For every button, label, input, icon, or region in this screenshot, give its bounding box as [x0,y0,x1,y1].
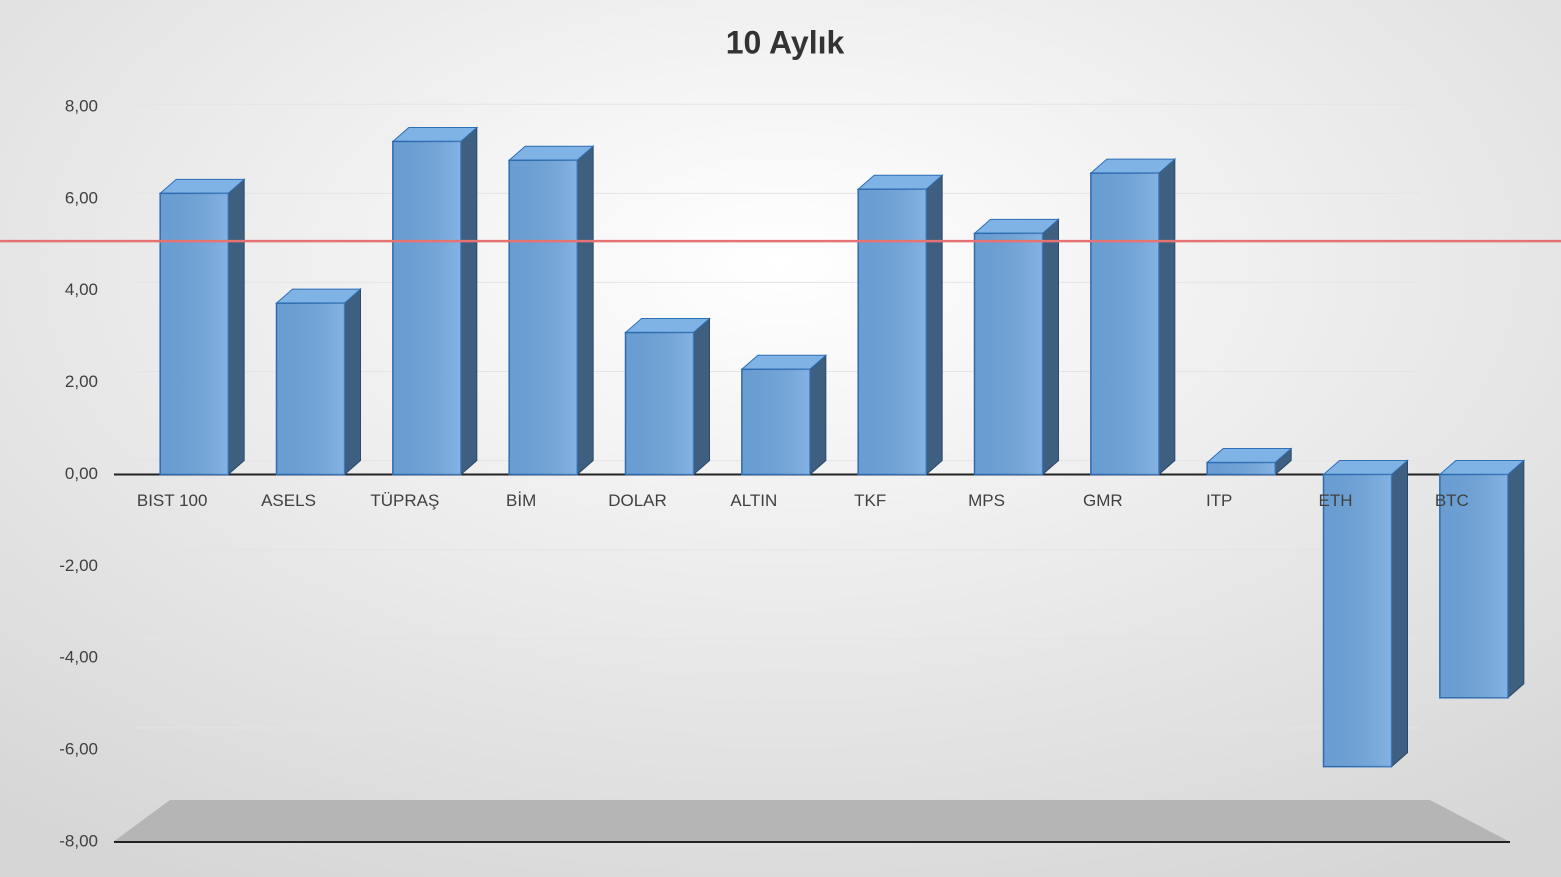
bar [1322,459,1409,768]
y-tick-label: -8,00 [59,831,98,850]
x-tick-label: TÜPRAŞ [370,491,439,510]
bar-side [344,288,361,476]
x-tick-label: BTC [1435,491,1469,510]
bar-shade [625,332,694,475]
bar-shade [509,160,578,475]
bar-side [1158,158,1176,476]
x-tick-label: ITP [1206,491,1232,510]
bar [740,354,828,476]
x-tick-label: TKF [854,491,886,510]
bar-side [460,126,478,476]
bar-side [809,354,827,476]
bar-side [1042,218,1059,476]
bar [275,288,362,476]
bar-side [1391,459,1408,768]
y-tick-label: -6,00 [59,740,98,759]
bar [856,174,944,476]
bar-side [693,317,710,476]
bar-shade [160,193,229,475]
bar-shade [1439,474,1508,698]
bar-side [925,174,943,476]
bar-shade [741,369,810,475]
y-tick-label: 2,00 [65,372,98,391]
x-tick-label: ALTIN [730,491,777,510]
bar [507,145,595,476]
bar [1205,447,1293,476]
bar-shade [276,303,345,475]
y-tick-label: 4,00 [65,280,98,299]
bar-side [1507,459,1525,699]
y-tick-label: 0,00 [65,464,98,483]
bar [624,317,711,476]
bar [1438,459,1526,699]
bar-shade [1090,173,1159,475]
bar-shade [974,233,1043,475]
y-tick-label: -4,00 [59,648,98,667]
bar-shade [392,141,461,475]
x-tick-label: ETH [1319,491,1353,510]
bar [391,126,479,476]
x-tick-label: BIST 100 [137,491,208,510]
bar [973,218,1060,476]
floor [113,800,1510,842]
bar-shade [1207,462,1276,475]
bar-shade [858,189,927,475]
x-tick-label: MPS [968,491,1005,510]
chart-title: 10 Aylık [726,24,845,60]
bar [158,178,246,476]
x-tick-label: BİM [506,491,536,510]
x-tick-label: GMR [1083,491,1123,510]
x-tick-label: DOLAR [608,491,667,510]
x-tick-label: ASELS [261,491,316,510]
y-tick-label: 6,00 [65,188,98,207]
bar-side [227,178,245,476]
bar-shade [1323,474,1392,767]
y-tick-label: -2,00 [59,556,98,575]
bar-side [576,145,594,476]
y-tick-label: 8,00 [65,96,98,115]
bar [1089,158,1177,476]
